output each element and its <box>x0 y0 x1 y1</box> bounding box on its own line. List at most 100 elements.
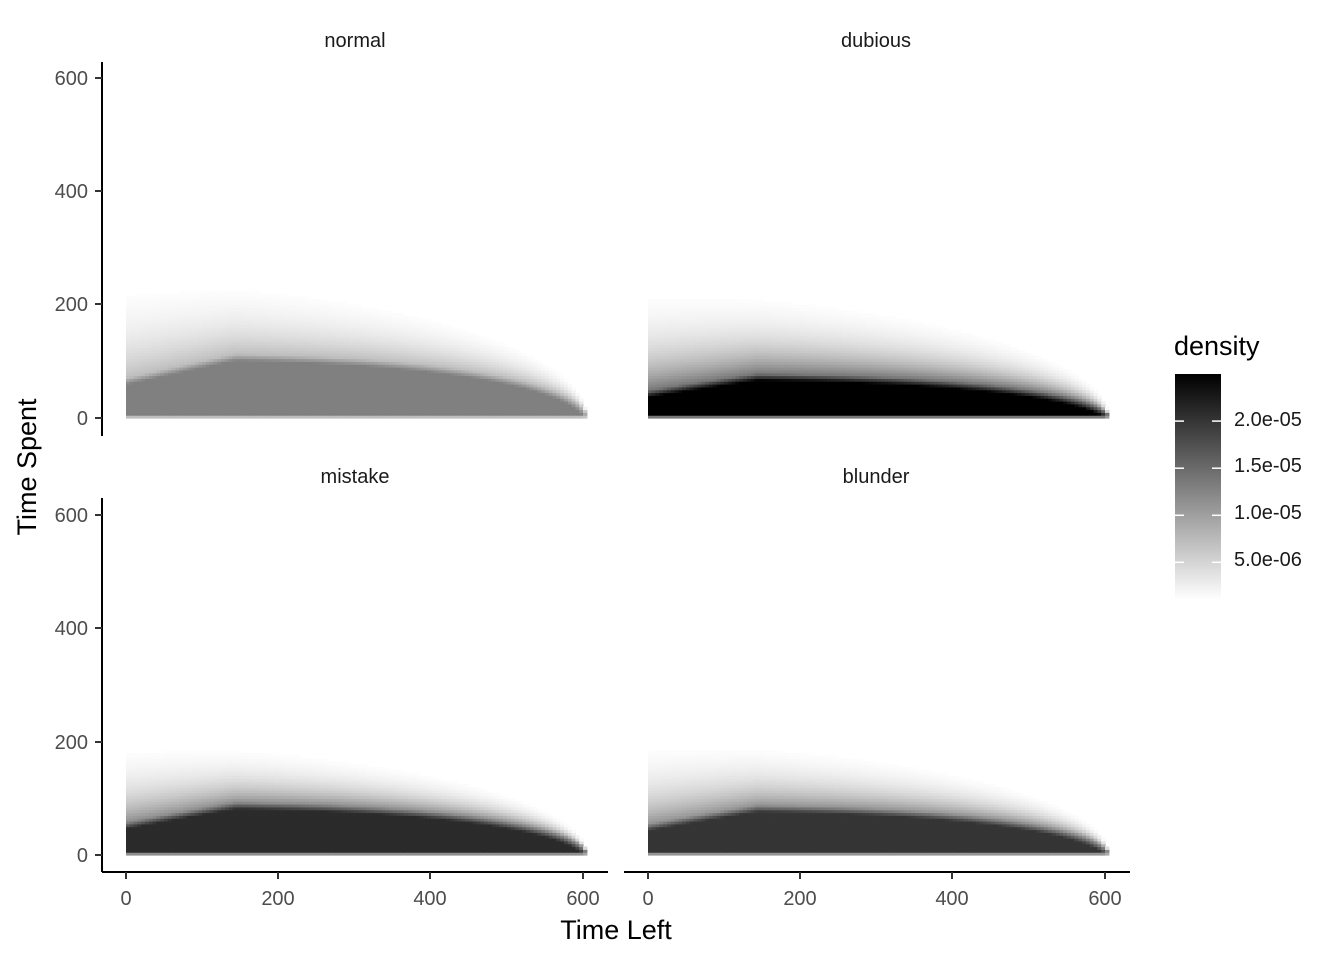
density-cell <box>468 375 474 379</box>
density-cell <box>183 364 188 368</box>
density-cell <box>663 313 668 317</box>
density-cell <box>244 304 249 309</box>
density-cell <box>316 313 321 317</box>
density-cell <box>152 409 158 413</box>
density-cell <box>190 304 196 309</box>
density-cell <box>312 324 318 328</box>
density-cell <box>533 381 538 385</box>
density-cell <box>651 384 657 388</box>
density-cell <box>278 406 283 411</box>
density-cell <box>293 378 298 382</box>
density-cell <box>674 304 680 309</box>
density-cell <box>686 318 691 323</box>
density-cell <box>369 310 375 314</box>
density-cell <box>297 403 302 408</box>
density-cell <box>221 324 226 328</box>
density-cell <box>701 406 706 411</box>
density-cell <box>225 386 230 391</box>
density-cell <box>354 398 359 402</box>
density-cell <box>369 412 375 416</box>
density-cell <box>145 307 150 311</box>
density-cell <box>362 401 367 405</box>
density-cell <box>270 403 276 408</box>
density-cell <box>468 401 474 405</box>
density-cell <box>499 350 504 354</box>
density-cell <box>228 401 234 405</box>
density-cell <box>487 350 493 354</box>
density-cell <box>438 352 443 357</box>
density-cell <box>228 375 234 379</box>
density-cell <box>544 389 550 394</box>
density-cell <box>384 316 390 320</box>
density-cell <box>327 378 333 382</box>
density-cell <box>419 321 424 326</box>
density-cell <box>126 389 131 394</box>
density-cell <box>343 369 348 374</box>
density-cell <box>461 381 466 385</box>
density-cell <box>701 367 706 371</box>
density-cell <box>560 398 565 402</box>
density-cell <box>148 406 154 411</box>
density-cell <box>693 299 699 303</box>
density-cell <box>240 299 245 303</box>
density-cell <box>651 361 657 365</box>
density-cell <box>400 369 405 374</box>
density-cell <box>407 389 413 394</box>
density-cell <box>648 361 653 365</box>
density-cell <box>297 344 302 348</box>
density-cell <box>563 389 569 394</box>
density-cell <box>190 333 196 337</box>
density-cell <box>358 352 363 357</box>
density-cell <box>186 299 192 303</box>
density-cell <box>445 355 451 360</box>
density-cell <box>259 347 264 351</box>
density-cell <box>693 310 699 314</box>
density-cell <box>339 335 344 340</box>
density-cell <box>266 352 272 357</box>
density-cell <box>190 395 196 399</box>
density-cell <box>316 333 321 337</box>
density-cell <box>426 375 432 379</box>
density-cell <box>518 392 523 396</box>
density-cell <box>244 367 249 371</box>
density-cell <box>324 344 329 348</box>
density-cell <box>167 321 173 326</box>
density-cell <box>156 392 161 396</box>
density-cell <box>225 324 230 328</box>
density-cell <box>663 384 668 388</box>
density-cell <box>377 381 382 385</box>
density-cell <box>689 307 695 311</box>
density-cell <box>346 335 352 340</box>
density-cell <box>461 412 466 416</box>
density-cell <box>548 409 554 413</box>
density-cell <box>129 341 135 345</box>
density-cell <box>304 310 310 314</box>
density-cell <box>667 364 672 368</box>
density-cell <box>183 296 188 300</box>
density-cell <box>316 378 321 382</box>
density-cell <box>571 398 576 402</box>
density-cell <box>297 367 302 371</box>
density-cell <box>663 375 668 379</box>
density-cell <box>689 381 695 385</box>
density-cell <box>392 384 397 388</box>
density-cell <box>194 290 199 294</box>
density-cell <box>259 401 264 405</box>
density-cell <box>365 372 371 377</box>
density-cell <box>423 335 428 340</box>
density-cell <box>701 321 706 326</box>
density-cell <box>285 361 291 365</box>
density-cell <box>468 358 474 362</box>
density-cell <box>183 361 188 365</box>
density-cell <box>373 378 378 382</box>
density-cell <box>285 310 291 314</box>
density-cell <box>396 415 401 419</box>
density-cell <box>297 338 302 343</box>
density-cell <box>648 341 653 345</box>
density-cell <box>282 335 287 340</box>
density-cell <box>266 361 272 365</box>
density-cell <box>285 389 291 394</box>
density-cell <box>156 318 161 323</box>
density-cell <box>297 316 302 320</box>
density-cell <box>137 369 142 374</box>
